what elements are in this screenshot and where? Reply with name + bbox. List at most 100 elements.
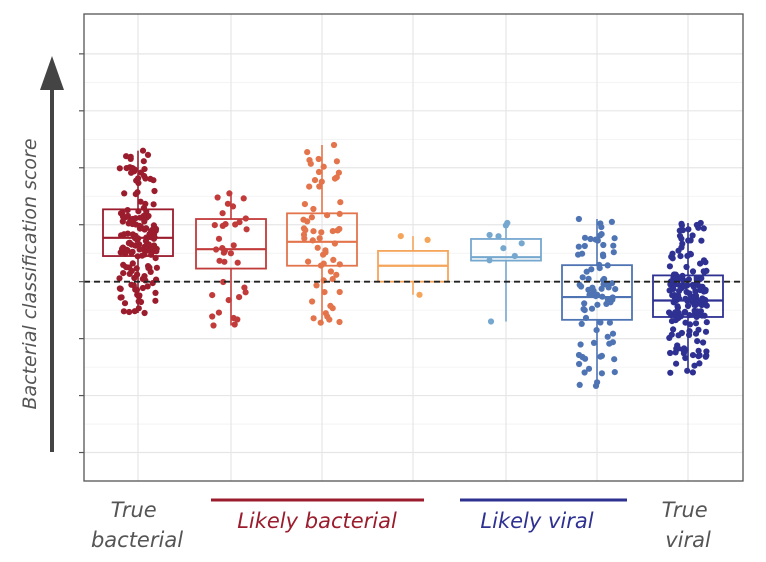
data-point: [700, 225, 707, 232]
data-point: [578, 320, 585, 327]
data-point: [603, 281, 610, 288]
data-point: [667, 349, 674, 357]
data-point: [678, 235, 685, 242]
y-axis-label: Bacterial classification score: [19, 138, 41, 409]
data-point: [697, 260, 704, 267]
data-point: [575, 243, 582, 250]
data-point: [575, 215, 583, 223]
data-point: [588, 266, 595, 273]
label-true-bacterial-line2: bacterial: [91, 528, 183, 552]
data-point: [230, 242, 237, 249]
data-point: [322, 310, 329, 317]
data-point: [150, 177, 157, 184]
data-point: [117, 285, 124, 292]
box-iqr: [195, 218, 267, 270]
data-point: [119, 218, 126, 225]
data-point: [612, 286, 619, 293]
data-point: [333, 158, 340, 165]
data-point: [143, 242, 150, 249]
data-point: [576, 381, 583, 388]
data-point: [581, 234, 589, 241]
data-point: [600, 241, 607, 249]
data-point: [220, 278, 227, 286]
data-point: [581, 242, 588, 250]
data-point: [145, 265, 152, 272]
data-point: [681, 309, 688, 316]
data-point: [691, 362, 698, 369]
data-point: [702, 328, 710, 335]
data-point: [331, 175, 339, 182]
data-point: [666, 309, 673, 316]
data-point: [231, 321, 238, 328]
y-axis-arrow: [40, 56, 64, 452]
data-point: [310, 228, 317, 235]
data-point: [670, 286, 677, 293]
data-point: [121, 190, 128, 197]
data-point: [486, 231, 493, 239]
data-point: [134, 271, 141, 278]
data-point: [597, 220, 604, 227]
data-point: [577, 341, 584, 348]
boxes: [102, 144, 724, 386]
data-point: [129, 248, 136, 255]
data-point: [692, 320, 700, 327]
data-point: [611, 356, 618, 363]
data-point: [689, 369, 697, 376]
data-point: [337, 199, 344, 206]
data-point: [236, 219, 243, 226]
data-point: [598, 370, 606, 377]
data-point: [215, 235, 223, 242]
data-point: [424, 236, 431, 243]
data-point: [576, 360, 583, 368]
data-point: [670, 326, 677, 333]
data-point: [152, 289, 159, 296]
data-point: [666, 263, 674, 270]
label-true-viral-line2: viral: [665, 528, 711, 552]
data-point: [703, 352, 710, 359]
data-point: [518, 240, 525, 247]
data-point: [581, 307, 588, 314]
data-point: [585, 275, 592, 282]
data-point: [703, 319, 710, 326]
data-point: [123, 264, 130, 271]
data-point: [127, 153, 134, 160]
data-point: [694, 300, 701, 307]
data-point: [121, 300, 129, 307]
data-point: [679, 346, 687, 353]
data-point: [594, 301, 601, 308]
data-point: [132, 242, 139, 249]
data-point: [687, 250, 694, 257]
data-point: [221, 258, 228, 265]
data-point: [152, 297, 159, 304]
data-point: [242, 289, 249, 296]
data-point: [151, 187, 158, 195]
data-point: [126, 308, 133, 316]
label-true-bacterial-line1: True: [111, 498, 157, 522]
data-point: [316, 183, 323, 190]
data-point: [581, 369, 588, 376]
data-point: [606, 319, 614, 326]
data-point: [676, 282, 683, 289]
data-point: [306, 157, 313, 164]
data-point: [329, 228, 336, 235]
data-point: [318, 229, 325, 236]
data-point: [150, 242, 158, 249]
data-point: [300, 216, 307, 223]
data-point: [579, 274, 586, 281]
data-point: [123, 153, 130, 160]
box-iqr: [652, 274, 724, 318]
grid: [84, 14, 743, 481]
data-point: [127, 217, 134, 224]
box-5: [470, 223, 542, 322]
data-point: [597, 319, 604, 326]
data-point: [315, 155, 322, 163]
data-point: [692, 288, 699, 295]
data-point: [598, 231, 605, 238]
data-point: [117, 249, 124, 256]
data-point: [334, 227, 341, 234]
data-point: [311, 177, 319, 184]
data-point: [576, 281, 583, 288]
data-point: [118, 294, 125, 301]
box-iqr: [286, 212, 358, 267]
box-2: [195, 193, 267, 326]
